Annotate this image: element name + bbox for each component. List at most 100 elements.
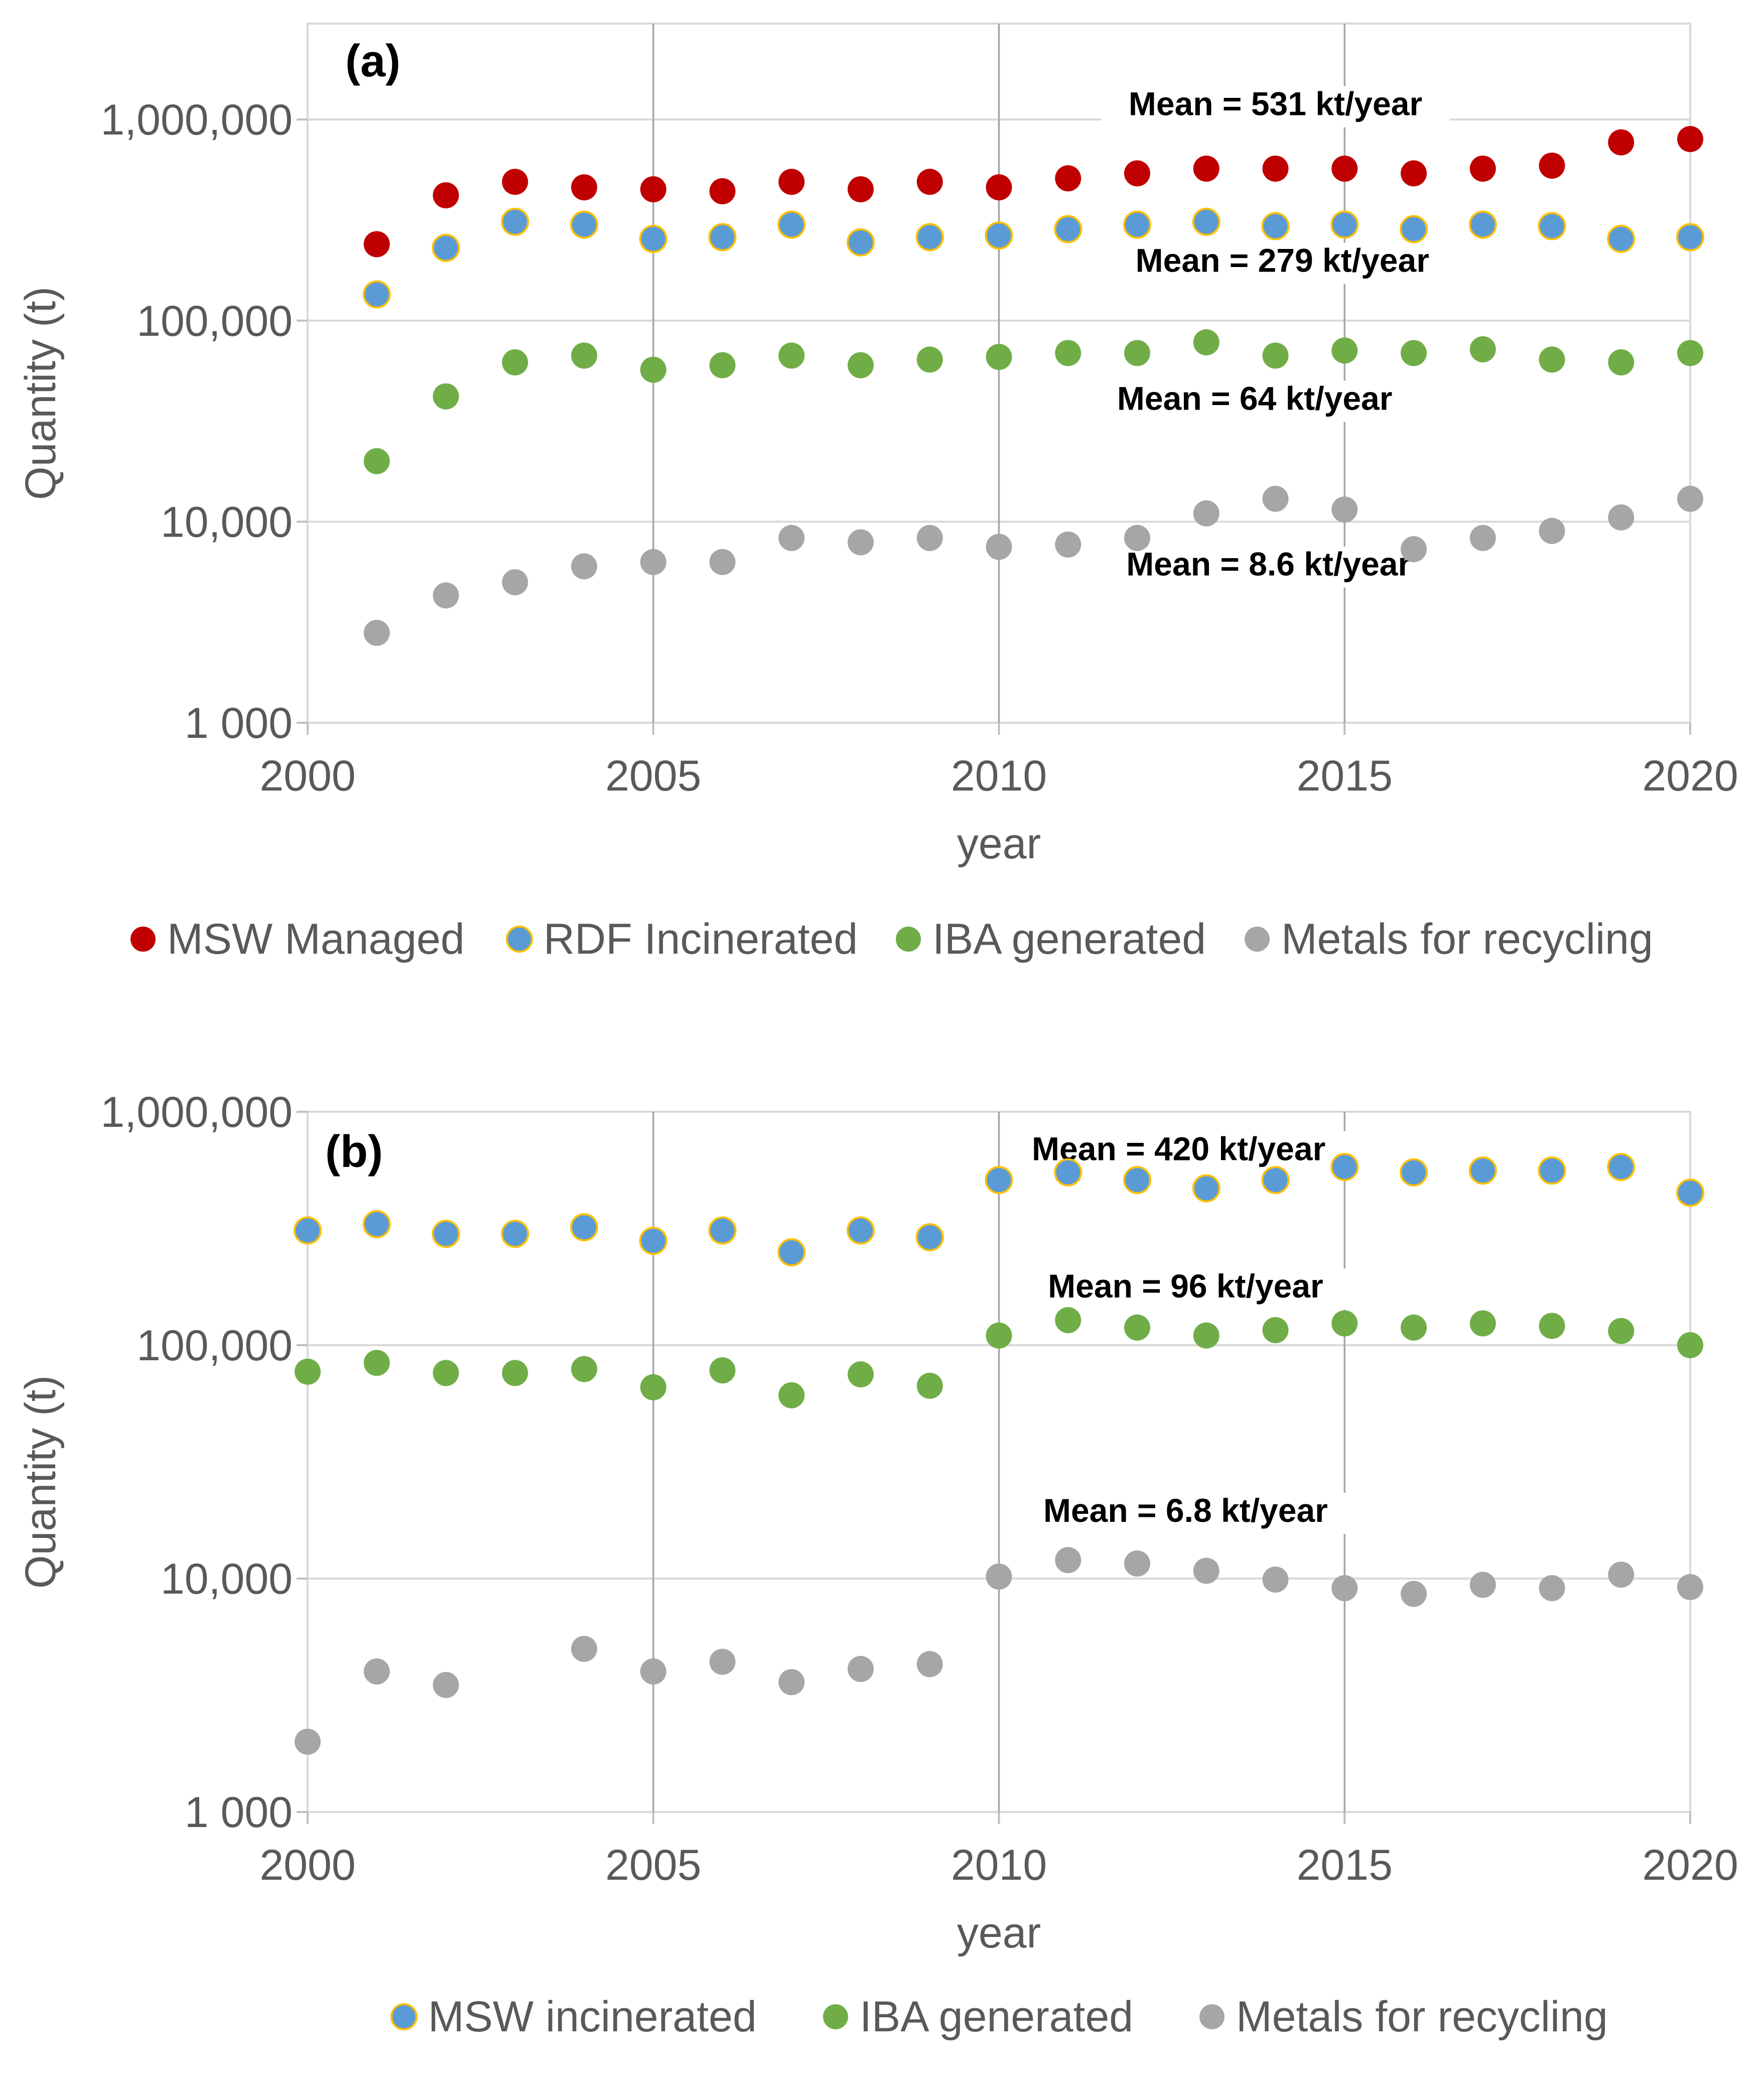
data-point-rdf	[847, 228, 875, 256]
series-rdf	[362, 207, 1704, 309]
x-tick-label: 2000	[259, 752, 355, 800]
data-point-rdf	[985, 221, 1013, 250]
data-point-iba	[709, 1357, 736, 1384]
data-point-iba	[1331, 1310, 1358, 1337]
data-point-metals	[1677, 485, 1703, 512]
data-point-rdf	[1330, 210, 1359, 239]
data-point-msw	[502, 169, 528, 195]
legend-entry-metals: Metals for recycling	[1199, 1993, 1608, 2041]
data-point-metals	[640, 549, 666, 575]
data-point-metals	[1608, 504, 1635, 531]
data-point-msw	[1608, 129, 1635, 156]
data-point-msw	[1401, 160, 1427, 187]
data-point-iba	[363, 448, 390, 474]
y-axis-title: Quantity (t)	[17, 287, 65, 500]
x-tick-label: 2005	[605, 1841, 701, 1889]
data-point-metals	[1055, 531, 1081, 558]
data-point-metals	[1539, 517, 1565, 544]
data-point-msw	[1331, 155, 1358, 182]
data-point-msw	[1262, 155, 1289, 182]
mean-annotation: Mean = 8.6 kt/year	[1126, 546, 1411, 583]
data-point-rdf	[708, 1216, 737, 1245]
data-point-iba	[1401, 340, 1427, 366]
data-point-rdf	[362, 280, 391, 309]
data-point-iba	[571, 342, 597, 369]
data-point-rdf	[1123, 1165, 1151, 1194]
mean-annotation: Mean = 6.8 kt/year	[1043, 1492, 1328, 1529]
data-point-iba	[502, 1360, 528, 1386]
data-point-msw	[1539, 152, 1565, 179]
data-point-rdf	[1123, 210, 1151, 239]
data-point-iba	[1262, 1317, 1289, 1344]
data-point-metals	[1055, 1547, 1081, 1574]
data-point-rdf	[915, 1223, 944, 1251]
data-point-msw	[1469, 155, 1496, 182]
data-point-iba	[1193, 329, 1219, 355]
legend-entry-rdf: MSW incinerated	[390, 1993, 757, 2041]
data-point-iba	[1401, 1314, 1427, 1341]
legend-marker-iba	[896, 927, 921, 952]
data-point-rdf	[639, 1227, 667, 1255]
legend-label: IBA generated	[860, 1993, 1133, 2041]
data-point-msw	[709, 178, 736, 204]
legend-marker-rdf	[506, 926, 533, 953]
data-point-metals	[1331, 1575, 1358, 1602]
legend-marker-metals	[1199, 2004, 1225, 2029]
data-point-rdf	[1054, 215, 1082, 243]
data-point-rdf	[1330, 1153, 1359, 1182]
annotation-background	[1011, 1492, 1360, 1534]
data-point-rdf	[1538, 212, 1566, 240]
data-point-iba	[1469, 336, 1496, 362]
data-point-metals	[1331, 496, 1358, 523]
data-point-rdf	[1538, 1156, 1566, 1185]
data-point-metals	[1193, 1557, 1219, 1584]
data-point-rdf	[432, 233, 460, 262]
legend-label: RDF Incinerated	[544, 915, 858, 963]
data-point-rdf	[570, 210, 598, 239]
mean-annotation: Mean = 279 kt/year	[1136, 241, 1429, 279]
y-tick-label: 1,000,000	[100, 96, 293, 144]
mean-annotation: Mean = 64 kt/year	[1117, 380, 1393, 417]
y-tick-label: 1 000	[185, 699, 293, 747]
x-tick-label: 2000	[259, 1841, 355, 1889]
data-point-rdf	[1261, 212, 1290, 240]
legend-marker-rdf	[390, 2003, 418, 2030]
data-point-rdf	[915, 223, 944, 251]
data-point-metals	[709, 549, 736, 575]
legend-entry-msw: MSW Managed	[130, 915, 465, 963]
data-point-metals	[1469, 1572, 1496, 1598]
annotation-background	[1108, 242, 1457, 284]
panel-label: (a)	[345, 36, 400, 86]
y-tick-label: 100,000	[137, 1322, 293, 1370]
data-point-iba	[1124, 340, 1150, 366]
data-point-iba	[1262, 342, 1289, 369]
data-point-metals	[709, 1648, 736, 1675]
data-point-metals	[848, 529, 874, 556]
y-tick-label: 10,000	[161, 1555, 293, 1603]
data-point-metals	[433, 582, 459, 609]
data-point-iba	[1608, 349, 1635, 375]
y-axis-title: Quantity (t)	[17, 1375, 65, 1589]
y-tick-label: 100,000	[137, 297, 293, 345]
legend-label: MSW Managed	[167, 915, 465, 963]
data-point-iba	[1055, 1307, 1081, 1334]
series-msw	[363, 125, 1703, 257]
data-point-metals	[778, 525, 805, 551]
data-point-metals	[363, 619, 390, 646]
data-point-msw	[571, 174, 597, 201]
data-point-iba	[916, 1372, 943, 1399]
data-point-iba	[1608, 1318, 1635, 1344]
series-metals	[295, 1547, 1703, 1755]
data-point-iba	[433, 1360, 459, 1386]
data-point-iba	[986, 344, 1012, 370]
data-point-iba	[1055, 340, 1081, 366]
data-point-rdf	[1468, 1156, 1497, 1185]
data-point-metals	[1608, 1562, 1635, 1588]
mean-annotation: Mean = 531 kt/year	[1129, 85, 1422, 122]
data-point-rdf	[1400, 1158, 1428, 1187]
data-point-metals	[1539, 1575, 1565, 1602]
data-point-iba	[709, 352, 736, 378]
x-tick-label: 2010	[951, 1841, 1047, 1889]
